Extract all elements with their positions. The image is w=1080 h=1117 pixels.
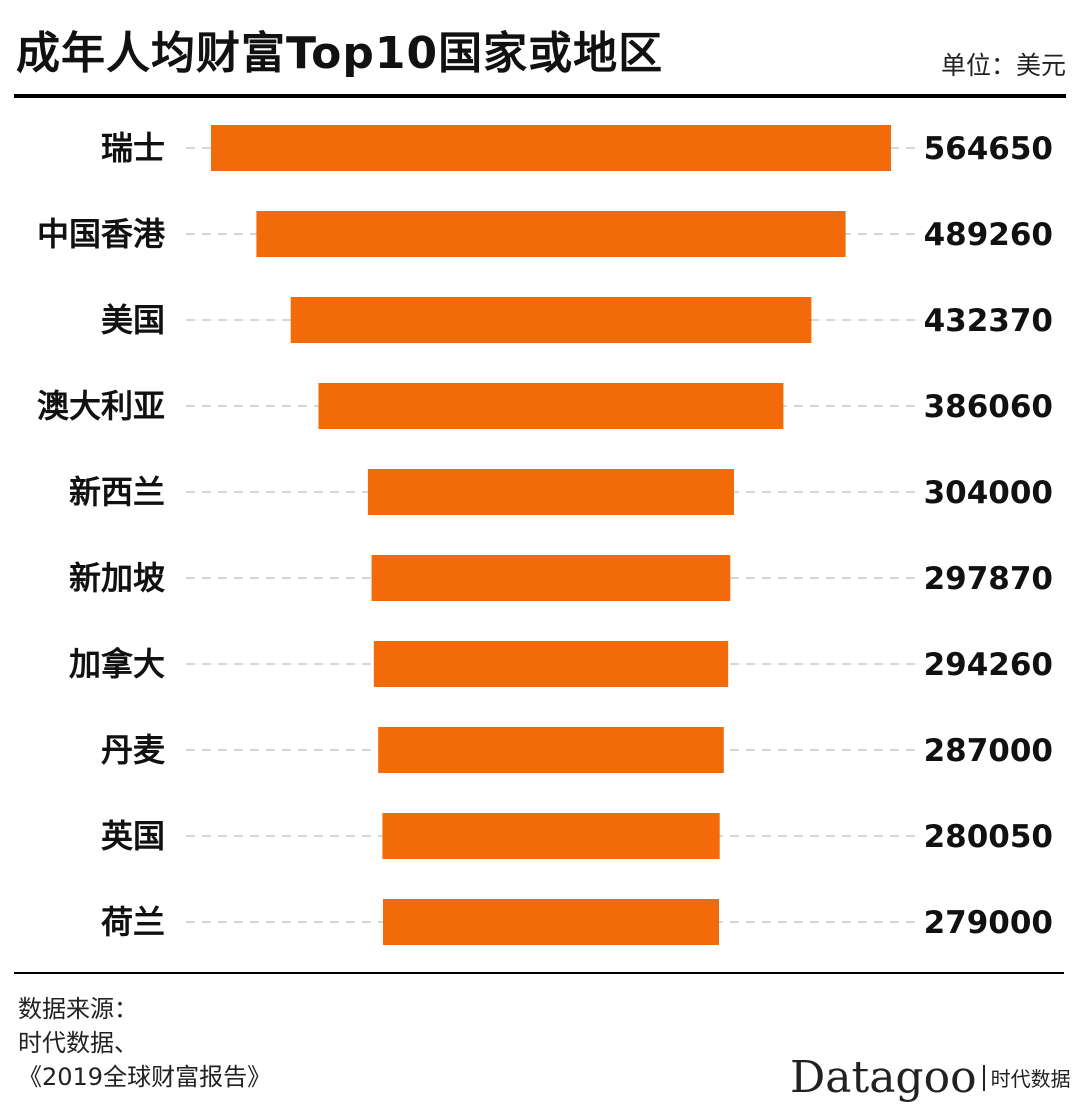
value-label: 297870 bbox=[924, 561, 1053, 597]
category-label: 丹麦 bbox=[101, 731, 166, 769]
unit-label: 单位：美元 bbox=[940, 51, 1066, 80]
value-label: 564650 bbox=[924, 131, 1053, 167]
category-label: 荷兰 bbox=[101, 903, 165, 941]
logo-wordmark: Datagoo bbox=[790, 1052, 977, 1103]
bar bbox=[382, 813, 720, 859]
category-label: 英国 bbox=[101, 817, 165, 855]
value-label: 304000 bbox=[924, 475, 1053, 511]
category-label: 美国 bbox=[101, 301, 165, 339]
category-label: 中国香港 bbox=[37, 215, 166, 253]
category-label: 新西兰 bbox=[69, 473, 165, 511]
bar bbox=[290, 297, 812, 343]
bar bbox=[211, 125, 891, 171]
source-line-2: 时代数据、 bbox=[18, 1029, 138, 1057]
source-note: 数据来源： 时代数据、 《2019全球财富报告》 bbox=[18, 992, 271, 1094]
value-label: 294260 bbox=[924, 647, 1053, 683]
logo-chinese-text: 时代数据 bbox=[990, 1067, 1071, 1091]
value-label: 279000 bbox=[924, 905, 1053, 941]
category-label: 加拿大 bbox=[69, 645, 165, 683]
category-label: 瑞士 bbox=[101, 129, 165, 167]
top-rule bbox=[14, 94, 1066, 98]
value-label: 287000 bbox=[924, 733, 1053, 769]
bar bbox=[367, 469, 734, 515]
datagoo-logo: Datagoo 时代数据 bbox=[790, 1052, 1071, 1103]
category-label: 新加坡 bbox=[69, 559, 165, 597]
bar-chart: 瑞士 564650 中国香港 489260 美国 432370 澳大利亚 386060 新西兰 3… bbox=[37, 125, 1053, 945]
value-label: 432370 bbox=[924, 303, 1053, 339]
category-label: 澳大利亚 bbox=[37, 387, 165, 425]
value-label: 489260 bbox=[924, 217, 1053, 253]
bar bbox=[256, 211, 846, 257]
value-label: 386060 bbox=[924, 389, 1053, 425]
logo-separator bbox=[982, 1064, 985, 1091]
bar bbox=[378, 727, 724, 773]
bar bbox=[318, 383, 784, 429]
bar bbox=[383, 899, 719, 945]
bottom-rule bbox=[14, 972, 1064, 974]
value-label: 280050 bbox=[924, 819, 1053, 855]
source-line-3: 《2019全球财富报告》 bbox=[18, 1063, 272, 1091]
chart-title: 成年人均财富Top10国家或地区 bbox=[16, 28, 664, 79]
bar bbox=[371, 555, 731, 601]
bar bbox=[373, 641, 729, 687]
source-line-1: 数据来源： bbox=[18, 995, 138, 1023]
